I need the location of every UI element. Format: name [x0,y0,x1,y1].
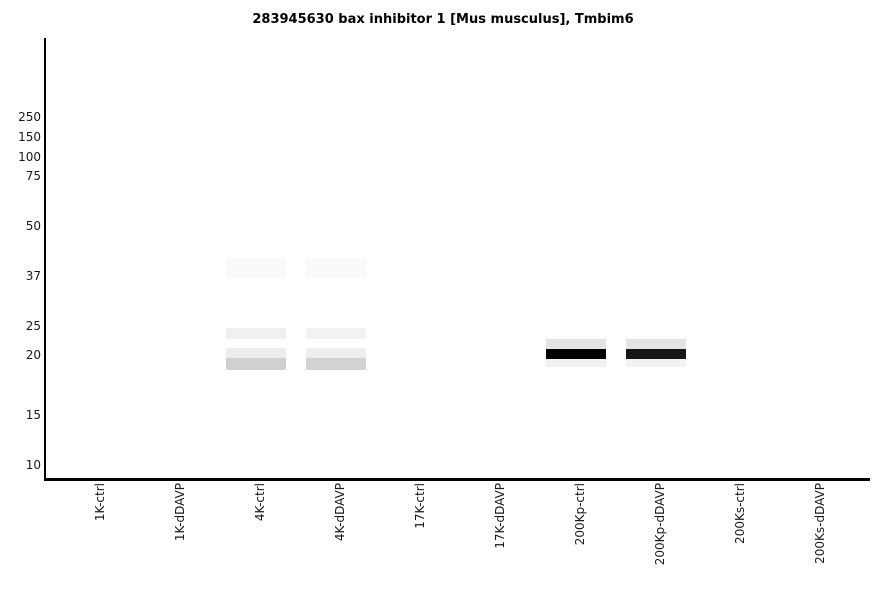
y-tick-label-10: 10 [25,458,41,472]
y-tick-label-75: 75 [25,169,41,183]
lane-label-200ks-ddavp: 200Ks-dDAVP [813,483,827,564]
band-4k-ddavp-39kda [306,258,366,278]
band-200kp-ctrl-20kda [546,349,606,359]
y-axis-line [44,38,46,481]
lane-label-17k-ddavp: 17K-dDAVP [493,483,507,549]
band-4k-ctrl-24kda [226,328,286,339]
lane-label-17k-ctrl: 17K-ctrl [413,483,427,529]
band-4k-ctrl-19-5kda [226,358,286,370]
chart-title: 283945630 bax inhibitor 1 [Mus musculus]… [252,12,634,27]
y-tick-label-50: 50 [25,219,41,233]
band-200kp-ctrl-19kda [546,359,606,367]
y-tick-label-250: 250 [18,110,41,124]
lane-label-1k-ddavp: 1K-dDAVP [173,483,187,542]
band-4k-ddavp-20-5kda [306,348,366,358]
band-4k-ddavp-24kda [306,328,366,339]
band-200kp-ddavp-21-5kda [626,339,686,349]
y-tick-label-20: 20 [25,348,41,362]
y-tick-label-15: 15 [25,408,41,422]
band-200kp-ddavp-19kda [626,359,686,367]
lane-blot-200kp-ctrl [546,0,606,595]
lane-label-1k-ctrl: 1K-ctrl [93,483,107,522]
y-tick-label-150: 150 [18,130,41,144]
band-200kp-ctrl-21-5kda [546,339,606,349]
x-axis-line [44,478,870,481]
lane-label-200ks-ctrl: 200Ks-ctrl [733,483,747,544]
band-4k-ctrl-39kda [226,258,286,278]
lane-blot-200kp-ddavp [626,0,686,595]
band-200kp-ddavp-20kda [626,349,686,359]
y-tick-label-25: 25 [25,319,41,333]
lane-blot-4k-ddavp [306,0,366,595]
band-4k-ctrl-20-5kda [226,348,286,358]
y-tick-label-37: 37 [25,269,41,283]
y-tick-label-100: 100 [18,150,41,164]
lane-blot-4k-ctrl [226,0,286,595]
band-4k-ddavp-19-5kda [306,358,366,370]
